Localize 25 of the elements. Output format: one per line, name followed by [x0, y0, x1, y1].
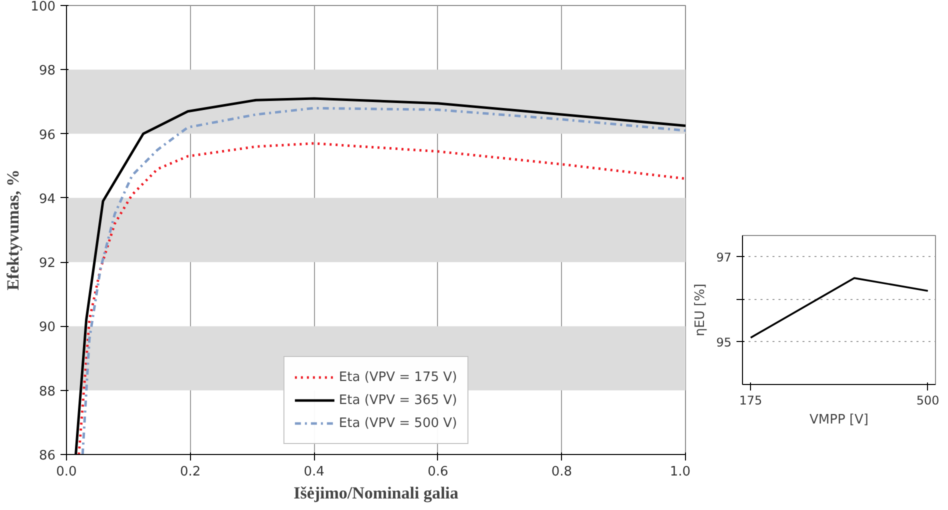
y-tick-label: 100: [30, 0, 56, 14]
x-tick-label: 0.0: [56, 464, 77, 480]
x-tick-label: 1.0: [670, 464, 691, 480]
y-tick-label: 86: [38, 448, 56, 464]
y-tick-label: 97: [716, 250, 732, 264]
y-tick-label: 94: [38, 192, 56, 207]
x-axis-title: Išėjimo/Nominali galia: [294, 484, 459, 502]
y-axis-title: ηEU [%]: [693, 284, 708, 336]
x-axis-title: VMPP [V]: [810, 412, 868, 428]
legend-label: Eta (VPV = 500 V): [338, 416, 458, 430]
y-tick-label: 90: [38, 320, 56, 336]
y-tick-label: 96: [38, 128, 56, 143]
y-tick-label: 98: [38, 64, 56, 79]
x-tick-label: 0.6: [428, 464, 448, 480]
x-tick-label: 500: [916, 394, 940, 408]
x-tick-label: 0.4: [304, 464, 324, 480]
y-tick-label: 92: [38, 256, 56, 272]
x-tick-label: 0.2: [180, 464, 201, 480]
legend-label: Eta (VPV = 365 V): [338, 392, 458, 408]
x-tick-label: 175: [739, 394, 762, 408]
y-axis-title: Efektyvumas, %: [4, 170, 23, 290]
legend-label: Eta (VPV = 175 V): [338, 370, 458, 384]
y-tick-label: 95: [716, 335, 732, 350]
y-tick-label: 88: [38, 384, 56, 400]
x-tick-label: 0.8: [551, 464, 572, 480]
